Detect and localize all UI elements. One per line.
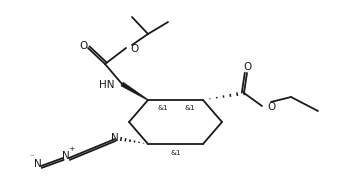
Text: O: O bbox=[79, 41, 87, 51]
Text: HN: HN bbox=[98, 80, 114, 90]
Text: O: O bbox=[267, 102, 275, 112]
Text: &1: &1 bbox=[170, 150, 181, 156]
Polygon shape bbox=[121, 82, 148, 100]
Text: N: N bbox=[62, 151, 70, 161]
Text: N: N bbox=[111, 133, 119, 143]
Text: N: N bbox=[34, 159, 42, 169]
Text: +: + bbox=[68, 146, 74, 152]
Text: O: O bbox=[130, 44, 138, 54]
Text: &1: &1 bbox=[158, 105, 169, 111]
Text: O: O bbox=[243, 62, 251, 72]
Text: ⁻: ⁻ bbox=[30, 152, 34, 161]
Text: &1: &1 bbox=[184, 105, 195, 111]
